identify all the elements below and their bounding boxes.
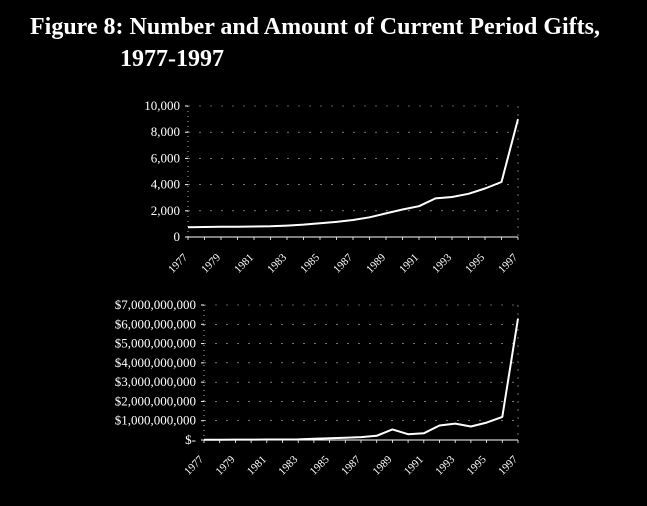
x-tick-label: 1989 [364, 251, 388, 275]
y-tick-label: 8,000 [151, 124, 180, 139]
series-line [187, 118, 519, 229]
x-tick-label: 1995 [465, 453, 489, 477]
y-tick-label: $- [185, 432, 196, 447]
y-tick-label: $7,000,000,000 [115, 297, 196, 312]
x-tick-label: 1977 [166, 251, 190, 275]
x-tick-label: 1977 [182, 453, 206, 477]
x-tick-label: 1995 [463, 251, 487, 275]
figure-title-line1: Figure 8: Number and Amount of Current P… [30, 14, 600, 40]
y-tick-label: $6,000,000,000 [115, 316, 196, 331]
y-tick-label: 6,000 [151, 150, 180, 165]
y-tick-label: $4,000,000,000 [115, 355, 196, 370]
y-tick-label: $1,000,000,000 [115, 413, 196, 428]
x-tick-label: 1993 [433, 453, 457, 477]
y-tick-label: $5,000,000,000 [115, 336, 196, 351]
x-tick-label: 1983 [265, 251, 289, 275]
x-tick-label: 1979 [199, 251, 223, 275]
x-tick-label: 1985 [298, 251, 322, 275]
y-tick-label: $2,000,000,000 [115, 393, 196, 408]
x-tick-label: 1997 [496, 453, 520, 477]
x-tick-label: 1981 [245, 454, 269, 478]
x-tick-label: 1991 [402, 454, 426, 478]
x-tick-label: 1989 [370, 453, 394, 477]
x-tick-label: 1993 [430, 251, 454, 275]
y-tick-label: 4,000 [151, 177, 180, 192]
figure-title-line2: 1977-1997 [120, 46, 224, 72]
x-tick-label: 1987 [339, 453, 363, 477]
x-tick-label: 1997 [496, 251, 520, 275]
chart-1: 0 2,000 4,000 6,000 8,000 10,000 1977 1979 1981 1… [144, 98, 520, 276]
series-line [203, 318, 519, 441]
y-tick-label: 2,000 [151, 203, 180, 218]
y-tick-label: 0 [174, 229, 181, 244]
y-tick-label: $3,000,000,000 [115, 374, 196, 389]
x-tick-label: 1979 [213, 453, 237, 477]
x-tick-label: 1983 [276, 453, 300, 477]
x-tick-label: 1981 [232, 252, 256, 276]
x-tick-label: 1991 [397, 252, 421, 276]
x-tick-label: 1987 [331, 251, 355, 275]
chart-2: $- $1,000,000,000 $2,000,000,000 $3,000,000… [115, 297, 521, 478]
y-tick-label: 10,000 [144, 98, 180, 113]
x-tick-label: 1985 [308, 453, 332, 477]
